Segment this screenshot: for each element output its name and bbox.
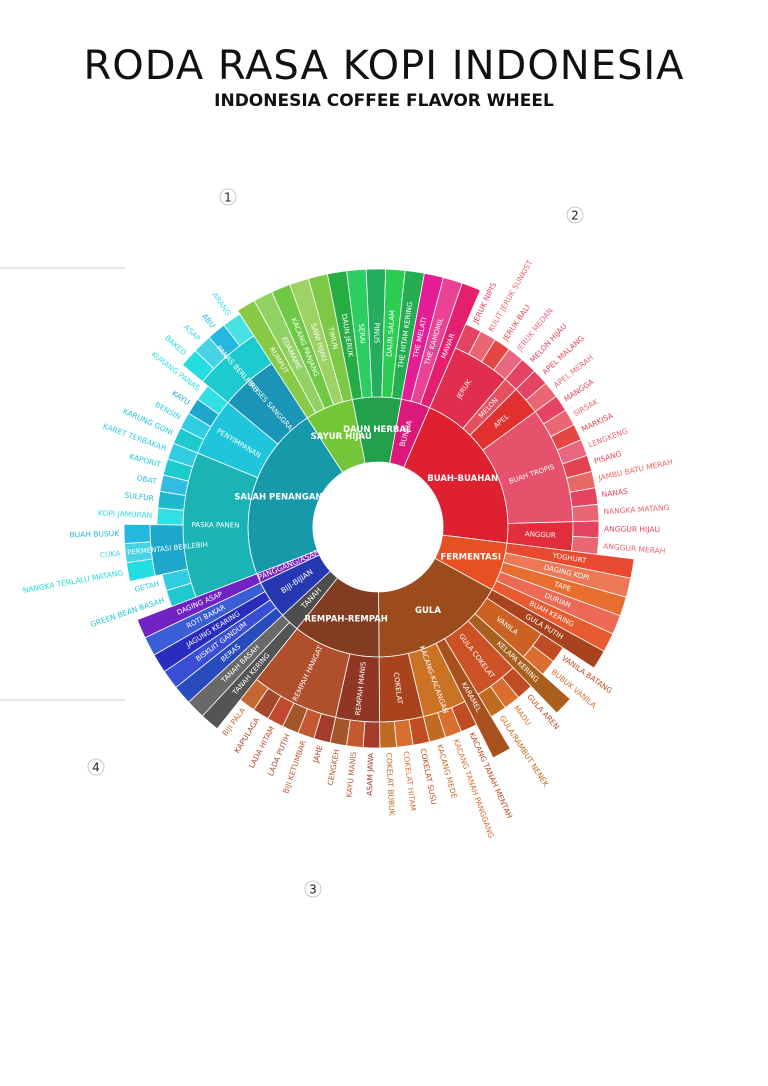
segment-label: SIRSAK xyxy=(572,397,601,419)
segment-label: ANGGUR MERAH xyxy=(603,542,666,556)
segment-label: ASAP xyxy=(182,323,202,344)
segment-label: NANAS xyxy=(601,487,628,500)
segment-label: BAKED xyxy=(163,333,188,357)
segment-label: KACANG MEDE xyxy=(435,743,459,799)
segment-label: BENSIN xyxy=(153,400,182,421)
segment-label: COKELAT HITAM xyxy=(401,751,417,812)
marker-number: 2 xyxy=(571,209,579,223)
segment xyxy=(571,503,600,523)
segment-label: LENGKENG xyxy=(587,426,629,449)
segment-label: CUKA xyxy=(99,549,121,560)
segment xyxy=(123,523,151,544)
segment-label: KACANG TANAH PANGGANG xyxy=(451,738,495,840)
segment-label: SERAI xyxy=(357,323,367,344)
inner-label: BUAH-BUAHAN xyxy=(427,474,498,484)
segment-label: KAYU xyxy=(170,389,191,407)
segment-label: PISANG xyxy=(593,449,623,466)
segment-label: KOPI JAMURAN xyxy=(98,508,153,520)
center-hole xyxy=(313,462,443,592)
segment-label: CENGKEH xyxy=(326,748,341,786)
segment-label: OBAT xyxy=(136,473,158,486)
segment-label: COKELAT xyxy=(392,672,404,705)
segment xyxy=(572,520,600,539)
segment-label: NANGKA MATANG xyxy=(603,503,670,516)
segment-label: PASKA PANEN xyxy=(191,521,239,530)
marker-number: 1 xyxy=(224,191,232,205)
segment-label: ASAM JAWA xyxy=(365,752,375,796)
segment-label: JAHE xyxy=(311,744,324,765)
segment-label: NANGKA TERLALU MATANG xyxy=(22,568,124,595)
marker-circle xyxy=(87,758,105,776)
marker-circle xyxy=(304,880,322,898)
segment-label: ANGGUR HIJAU xyxy=(604,524,660,534)
segment xyxy=(223,313,255,347)
segment-label: DAUN SALAM xyxy=(386,310,397,357)
inner-label: SAYUR HIJAU xyxy=(311,432,372,442)
segment-label: BUAH BUSUK xyxy=(69,529,120,539)
inner-label: FERMENTASI xyxy=(440,553,501,563)
segment-label: SULFUR xyxy=(124,490,154,503)
segment-label: KAYU MANIS xyxy=(344,751,358,798)
subtitle: INDONESIA COFFEE FLAVOR WHEEL xyxy=(214,91,554,111)
segment-label: PINUS xyxy=(372,322,380,344)
inner-label: REMPAH-REMPAH xyxy=(304,615,387,625)
inner-label: DAUN HERBAL xyxy=(343,425,412,435)
segment-label: ARANG xyxy=(210,291,233,318)
marker-circle xyxy=(219,188,237,206)
segment-label: GETAH xyxy=(133,579,160,594)
inner-label: SALAH PENANGANAN xyxy=(234,492,336,502)
segment xyxy=(362,721,381,749)
segment xyxy=(156,507,185,526)
marker-circle xyxy=(566,206,584,224)
segment-label: ANGGUR xyxy=(525,530,556,539)
segment xyxy=(379,720,397,749)
inner-label: GULA xyxy=(415,606,441,616)
segment-label: ABU xyxy=(200,312,217,330)
marker-number: 4 xyxy=(92,761,100,775)
rings xyxy=(123,268,635,759)
segment-label: MADU xyxy=(512,704,533,728)
segment-label: COKELAT BUBUK xyxy=(384,753,396,817)
title: RODA RASA KOPI INDONESIA xyxy=(83,43,684,89)
segment-label: MARKISA xyxy=(580,411,615,434)
marker-number: 3 xyxy=(309,883,317,897)
segment-label: COKELAT SUSU xyxy=(418,748,438,806)
segment-label: KAPORIT xyxy=(128,452,162,470)
